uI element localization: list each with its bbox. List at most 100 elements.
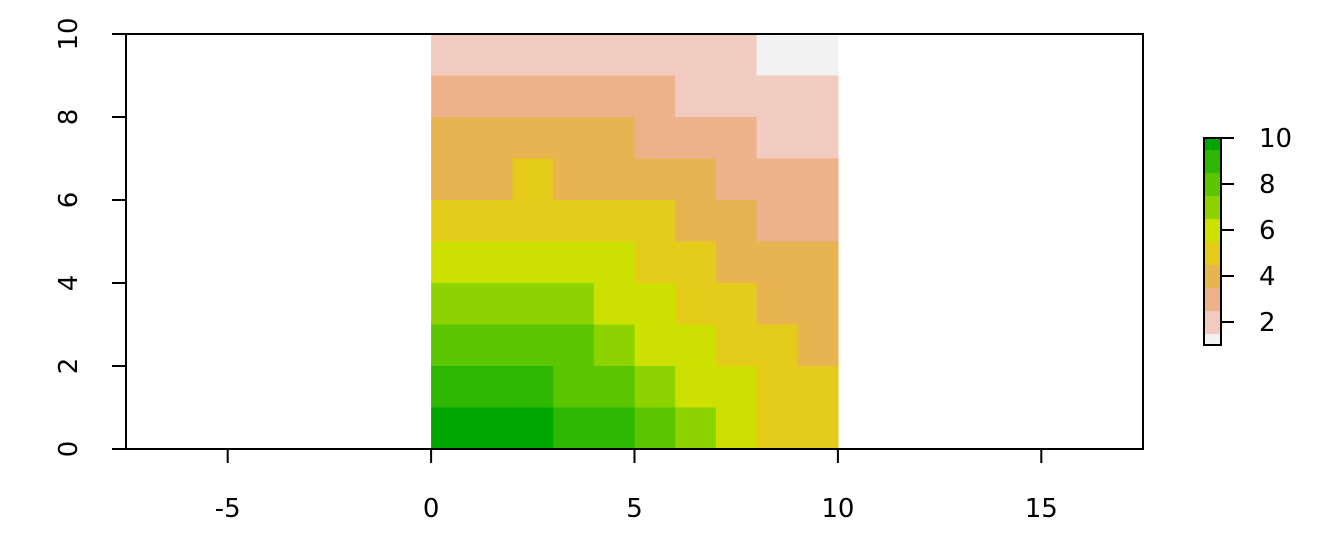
heatmap-cell: [797, 117, 839, 160]
heatmap-cell: [715, 158, 758, 201]
heatmap-cell: [634, 324, 676, 367]
legend-color-step: [1204, 287, 1221, 291]
y-tick-label: 6: [54, 192, 84, 209]
legend-color-step: [1204, 195, 1221, 199]
heatmap-cell: [593, 34, 636, 77]
legend-color-step: [1204, 165, 1221, 169]
heatmap-cell: [634, 34, 676, 77]
heatmap-cell: [553, 324, 595, 367]
legend-color-step: [1204, 156, 1221, 160]
heatmap-cell: [471, 75, 514, 118]
heatmap-cell: [715, 34, 758, 77]
x-tick-label: -5: [215, 494, 241, 524]
legend-color-step: [1204, 207, 1221, 210]
heatmap-cell: [512, 366, 554, 409]
heatmap-cell: [797, 241, 839, 284]
legend-color-step: [1204, 200, 1221, 203]
legend-color-step: [1204, 188, 1221, 192]
y-tick-label: 10: [54, 17, 84, 50]
heatmap-cell: [756, 117, 798, 160]
heatmap-cell: [431, 366, 473, 409]
y-ticks: 0 2 4 6 8 10: [54, 17, 126, 457]
heatmap-cell: [675, 158, 717, 201]
heatmap-cell: [715, 200, 758, 243]
heatmap-cell: [593, 241, 636, 284]
legend-color-step: [1204, 257, 1221, 261]
legend-tick-label: 2: [1259, 308, 1276, 338]
x-tick-label: 15: [1025, 494, 1058, 524]
heatmap-cell: [756, 158, 798, 201]
x-ticks: -5 0 5 10 15: [215, 449, 1058, 524]
legend-color-step: [1204, 234, 1221, 238]
heatmap-cell: [675, 117, 717, 160]
heatmap-cell: [471, 34, 514, 77]
heatmap-cell: [512, 324, 554, 367]
legend-color-step: [1204, 186, 1221, 190]
heatmap-cell: [675, 366, 717, 409]
heatmap-cell: [715, 324, 758, 367]
legend-color-step: [1204, 282, 1221, 286]
legend-color-step: [1204, 278, 1221, 282]
y-tick-label: 2: [54, 358, 84, 375]
heatmap-cell: [471, 241, 514, 284]
legend-color-step: [1204, 181, 1221, 185]
legend-color-step: [1204, 312, 1221, 316]
legend-color-step: [1204, 289, 1221, 293]
legend-color-step: [1204, 163, 1221, 167]
heatmap-cell: [553, 241, 595, 284]
heatmap-cell: [471, 117, 514, 160]
legend-color-step: [1204, 276, 1221, 279]
heatmap-cell: [512, 200, 554, 243]
legend-color-step: [1204, 255, 1221, 259]
legend-color-step: [1204, 204, 1221, 208]
legend-color-step: [1204, 338, 1221, 341]
heatmap-cell: [756, 200, 798, 243]
legend-color-step: [1204, 303, 1221, 307]
heatmap-cell: [512, 283, 554, 326]
x-tick-label: 5: [626, 494, 643, 524]
legend-color-step: [1204, 308, 1221, 312]
heatmap-cell: [715, 283, 758, 326]
legend-color-step: [1204, 197, 1221, 201]
legend-color-step: [1204, 326, 1221, 330]
legend-color-step: [1204, 190, 1221, 194]
legend-color-step: [1204, 340, 1221, 344]
y-tick-label: 0: [54, 441, 84, 458]
heatmap-cell: [593, 366, 636, 409]
heatmap-cell: [471, 407, 514, 450]
legend-color-step: [1204, 262, 1221, 266]
legend-color-step: [1204, 177, 1221, 180]
legend-color-step: [1204, 335, 1221, 339]
heatmap-cell: [431, 241, 473, 284]
color-legend: 2 4 6 8 10: [1203, 124, 1292, 346]
legend-color-step: [1204, 230, 1221, 233]
heatmap-cell: [431, 283, 473, 326]
heatmap-cell: [553, 34, 595, 77]
legend-color-step: [1204, 216, 1221, 220]
heatmap-cell: [593, 75, 636, 118]
heatmap-cell: [512, 407, 554, 450]
heatmap-cell: [675, 283, 717, 326]
heatmap-cell: [634, 75, 676, 118]
x-axis: -5 0 5 10 15: [215, 448, 1058, 524]
heatmap-cell: [634, 241, 676, 284]
legend-tick-label: 6: [1259, 216, 1276, 246]
legend-color-step: [1204, 310, 1221, 314]
legend-ticks: 2 4 6 8 10: [1221, 124, 1292, 338]
heatmap-cell: [715, 241, 758, 284]
legend-color-step: [1204, 193, 1221, 197]
legend-color-step: [1204, 264, 1221, 268]
heatmap-cell: [634, 283, 676, 326]
heatmap-cell: [553, 200, 595, 243]
legend-color-step: [1204, 259, 1221, 263]
legend-tick-label: 10: [1259, 124, 1292, 154]
legend-color-step: [1204, 248, 1221, 252]
legend-color-step: [1204, 239, 1221, 243]
heatmap-cell: [675, 200, 717, 243]
y-tick-label: 8: [54, 109, 84, 126]
legend-color-step: [1204, 305, 1221, 309]
heatmap-cell: [512, 75, 554, 118]
legend-color-step: [1204, 253, 1221, 256]
heatmap-cell: [471, 324, 514, 367]
legend-color-step: [1204, 209, 1221, 213]
